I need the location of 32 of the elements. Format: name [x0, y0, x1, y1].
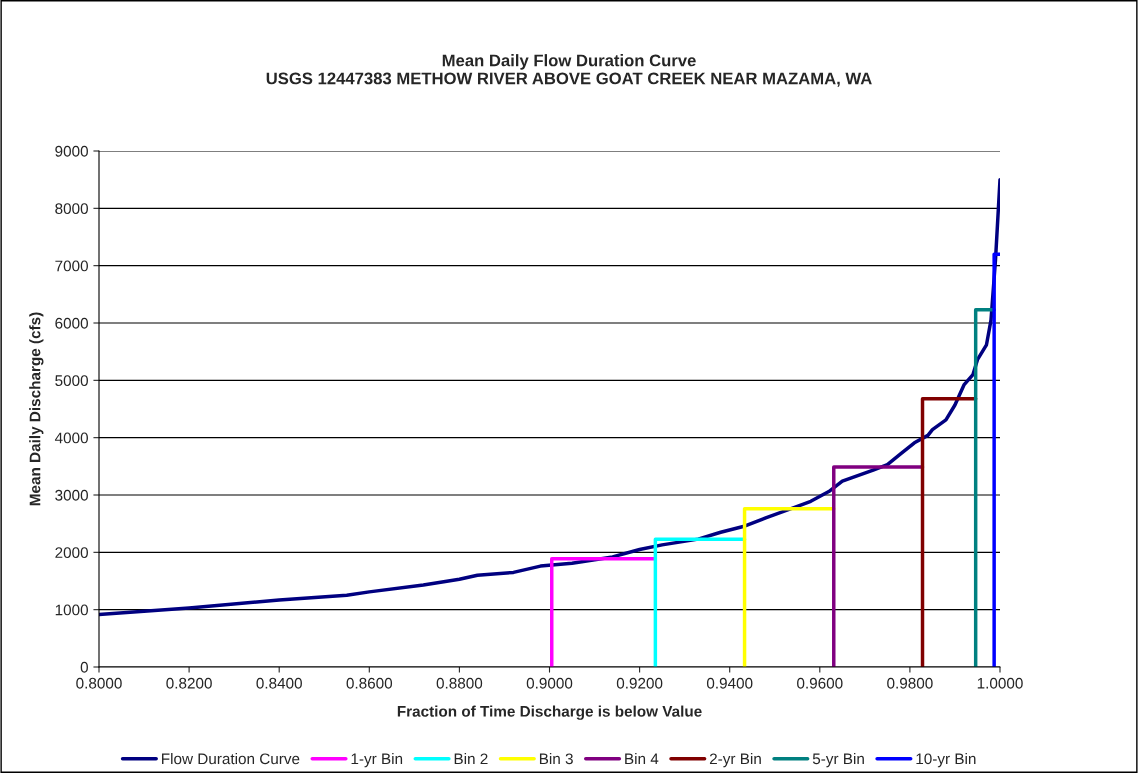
y-tick-label: 1000: [55, 604, 88, 616]
x-axis-title: Fraction of Time Discharge is below Value: [397, 705, 702, 720]
x-tick-label: 0.8200: [166, 677, 212, 689]
chart-title: Mean Daily Flow Duration Curve USGS 12447383 METHOW RIVER ABOVE GOAT CREEK NEAR MAZAMA, WA: [266, 54, 872, 87]
legend-label: Bin 3: [539, 752, 573, 765]
y-tick-label: 2000: [55, 547, 88, 559]
y-tick-label: 5000: [55, 375, 88, 387]
y-tick-label: 8000: [55, 203, 88, 215]
legend-label: Flow Duration Curve: [162, 752, 300, 765]
y-tick-label: 9000: [55, 145, 88, 157]
x-tick-label: 0.9200: [616, 677, 663, 689]
x-tick-label: 0.8000: [76, 677, 122, 689]
x-tick-label: 0.9000: [526, 677, 573, 689]
legend-label: 10-yr Bin: [916, 752, 976, 768]
legend-label: Bin 2: [454, 752, 488, 765]
x-tick-label: 0.9800: [887, 677, 933, 689]
y-axis-title: Mean Daily Discharge (cfs): [29, 312, 44, 506]
y-tick-label: 4000: [54, 432, 88, 444]
x-tick-label: 0.8400: [256, 677, 302, 689]
y-tick-label: 0: [80, 661, 88, 673]
x-tick-label: 1.0000: [977, 677, 1023, 689]
y-tick-label: 3000: [55, 489, 88, 501]
x-tick-label: 0.8600: [346, 677, 393, 689]
x-tick-label: 0.8800: [436, 677, 483, 689]
legend-label: Bin 4: [625, 752, 659, 765]
x-tick-label: 0.9600: [797, 677, 843, 689]
legend-label: 5-yr Bin: [812, 752, 864, 768]
legend-label: 1-yr Bin: [351, 752, 403, 768]
legend-label: 2-yr Bin: [709, 752, 761, 768]
y-tick-label: 7000: [55, 260, 88, 272]
x-tick-label: 0.9400: [706, 677, 753, 689]
y-tick-label: 6000: [55, 317, 88, 329]
